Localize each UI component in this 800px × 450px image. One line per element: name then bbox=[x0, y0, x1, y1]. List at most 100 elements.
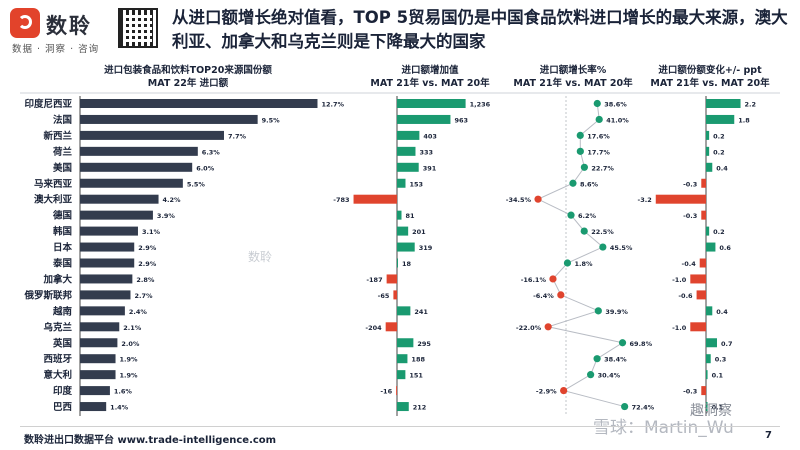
share-bar-label: 7.7% bbox=[228, 132, 247, 140]
share-change-label: 2.2 bbox=[745, 101, 757, 109]
share-bar-label: 12.7% bbox=[321, 101, 344, 109]
increment-bar bbox=[397, 114, 451, 124]
share-change-bar bbox=[706, 338, 717, 348]
growth-rate-label: 17.7% bbox=[587, 148, 610, 156]
share-bar-label: 6.3% bbox=[202, 148, 221, 156]
watermark-social: 趣洞察 bbox=[690, 403, 732, 419]
share-change-label: 0.1 bbox=[712, 372, 724, 380]
increment-bar bbox=[385, 322, 397, 332]
share-bar-label: 1.6% bbox=[114, 388, 133, 396]
growth-rate-point bbox=[580, 163, 588, 171]
growth-rate-label: 69.8% bbox=[630, 340, 653, 348]
growth-rate-point bbox=[587, 371, 595, 379]
growth-rate-label: -22.0% bbox=[516, 324, 542, 332]
share-bar bbox=[80, 386, 110, 396]
share-change-bar bbox=[701, 210, 706, 220]
share-change-bar bbox=[699, 258, 706, 268]
growth-rate-label: 41.0% bbox=[606, 116, 629, 124]
increment-bar bbox=[397, 99, 466, 108]
share-bar-label: 5.5% bbox=[187, 180, 206, 188]
increment-bar bbox=[393, 290, 397, 300]
increment-bar-label: 319 bbox=[419, 244, 433, 252]
share-bar-label: 2.1% bbox=[123, 324, 142, 332]
growth-rate-label: 1.8% bbox=[574, 260, 593, 268]
increment-bar bbox=[397, 178, 406, 188]
growth-rate-point bbox=[569, 179, 577, 187]
category-label: 俄罗斯联邦 bbox=[23, 289, 72, 301]
growth-rate-point bbox=[560, 387, 568, 395]
share-bar bbox=[80, 210, 153, 220]
share-change-label: 0.4 bbox=[716, 308, 728, 316]
growth-rate-label: 30.4% bbox=[598, 372, 621, 380]
increment-bar-label: 153 bbox=[409, 180, 423, 188]
share-bar-label: 1.9% bbox=[120, 356, 139, 364]
category-label: 英国 bbox=[53, 337, 72, 349]
share-change-label: -0.3 bbox=[683, 388, 697, 396]
panel-2-header-line1: 进口额增长率% bbox=[540, 64, 607, 76]
category-label: 日本 bbox=[53, 242, 73, 254]
share-change-label: 0.2 bbox=[713, 148, 725, 156]
share-change-bar bbox=[706, 162, 713, 172]
brand-tagline: 数据 · 洞察 · 咨询 bbox=[12, 44, 100, 55]
share-bar bbox=[80, 258, 135, 268]
growth-rate-point bbox=[595, 115, 603, 124]
category-label: 德国 bbox=[53, 210, 72, 222]
share-change-label: 0.6 bbox=[719, 244, 731, 252]
share-bar bbox=[80, 322, 120, 332]
share-bar bbox=[80, 370, 116, 380]
share-bar-label: 1.4% bbox=[110, 404, 129, 412]
growth-rate-label: 72.4% bbox=[632, 404, 655, 412]
share-change-bar bbox=[701, 178, 706, 188]
share-bar-label: 2.4% bbox=[129, 308, 148, 316]
share-bar-label: 6.0% bbox=[196, 164, 215, 172]
growth-rate-point bbox=[576, 131, 584, 139]
increment-bar bbox=[397, 338, 414, 348]
category-label: 荷兰 bbox=[52, 146, 73, 158]
growth-rate-label: 8.6% bbox=[580, 180, 599, 188]
increment-bar-label: 333 bbox=[419, 148, 433, 156]
share-change-bar bbox=[696, 290, 706, 300]
increment-bar-label: 81 bbox=[405, 212, 415, 220]
category-label: 巴西 bbox=[53, 402, 73, 413]
increment-bar-label: 1,236 bbox=[470, 101, 491, 109]
increment-bar bbox=[397, 354, 408, 364]
increment-bar bbox=[397, 226, 409, 236]
category-label: 乌克兰 bbox=[43, 321, 72, 333]
share-bar bbox=[80, 290, 131, 300]
share-change-bar bbox=[655, 194, 706, 204]
share-change-label: 0.2 bbox=[713, 132, 725, 140]
share-bar bbox=[80, 194, 159, 204]
growth-rate-label: 17.6% bbox=[587, 132, 610, 140]
increment-bar-label: -204 bbox=[365, 324, 382, 332]
increment-bar-label: 151 bbox=[409, 372, 423, 380]
page-number: 7 bbox=[765, 430, 772, 441]
share-bar-label: 2.7% bbox=[134, 292, 153, 300]
share-change-label: -3.2 bbox=[638, 196, 652, 204]
share-change-label: -0.6 bbox=[678, 292, 693, 300]
growth-rate-label: 22.5% bbox=[591, 228, 614, 236]
growth-rate-point bbox=[576, 147, 584, 155]
share-bar-label: 2.9% bbox=[138, 260, 157, 268]
increment-bar-label: 201 bbox=[412, 228, 426, 236]
increment-bar bbox=[397, 146, 416, 156]
category-label: 泰国 bbox=[52, 258, 72, 270]
growth-rate-label: 38.4% bbox=[604, 356, 627, 364]
increment-bar bbox=[397, 306, 411, 316]
share-change-label: -0.3 bbox=[683, 212, 697, 220]
share-change-bar bbox=[706, 146, 710, 156]
qr-code-icon bbox=[118, 8, 158, 48]
increment-bar-label: 963 bbox=[454, 116, 468, 124]
panel-1-header-line2: MAT 21年 vs. MAT 20年 bbox=[370, 77, 490, 89]
growth-rate-label: -2.9% bbox=[536, 388, 557, 396]
growth-rate-point bbox=[593, 355, 601, 363]
share-change-label: -0.3 bbox=[683, 180, 697, 188]
increment-bar-label: 403 bbox=[423, 132, 437, 140]
share-bar bbox=[80, 354, 116, 364]
increment-bar bbox=[397, 130, 420, 140]
increment-bar-label: -187 bbox=[366, 276, 382, 284]
share-bar-label: 9.5% bbox=[262, 116, 281, 124]
growth-rate-label: 45.5% bbox=[610, 244, 633, 252]
footer-divider bbox=[20, 426, 780, 427]
share-change-bar bbox=[706, 242, 716, 252]
